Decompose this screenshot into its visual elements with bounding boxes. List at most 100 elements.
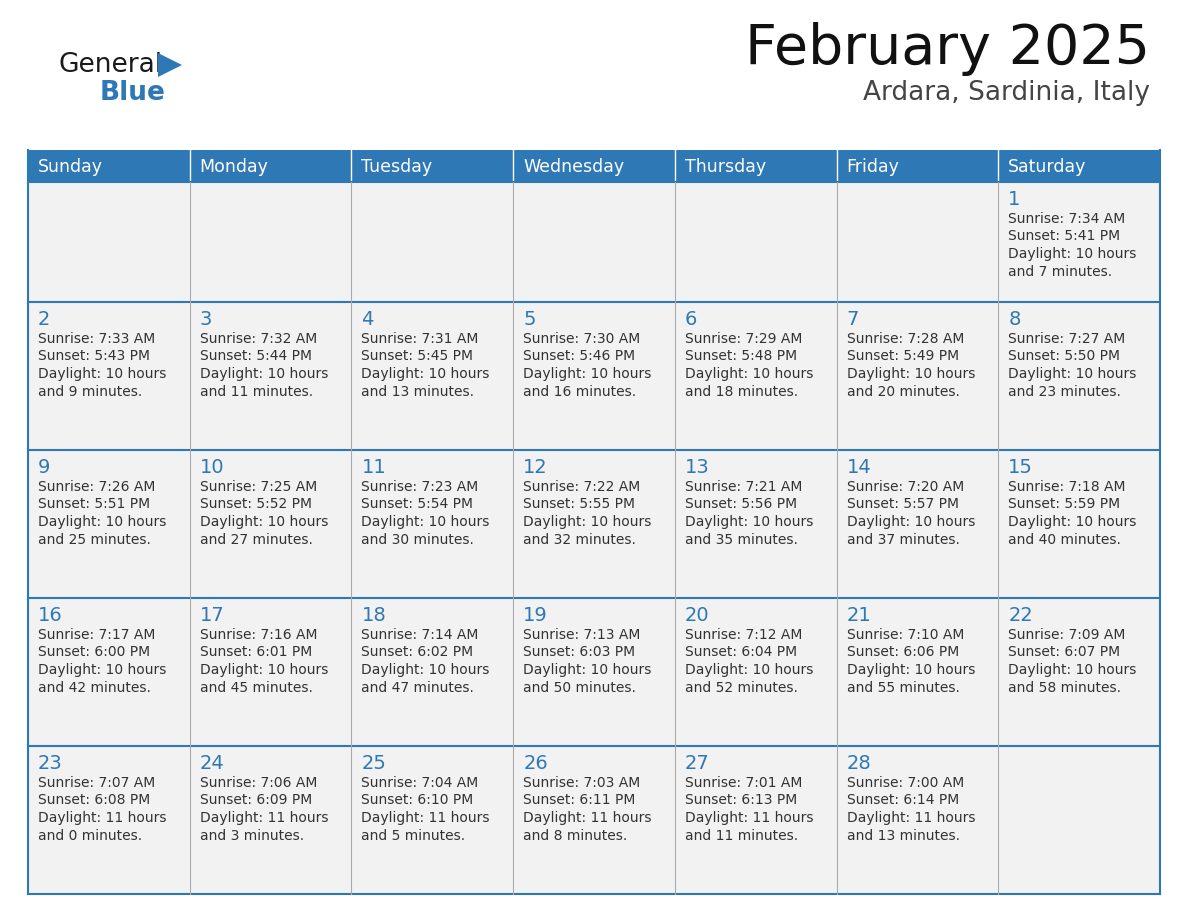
Text: 1: 1	[1009, 190, 1020, 209]
Bar	[29, 450, 1159, 598]
Text: Daylight: 10 hours: Daylight: 10 hours	[38, 367, 166, 381]
Text: Sunset: 5:51 PM: Sunset: 5:51 PM	[38, 498, 150, 511]
Text: Daylight: 11 hours: Daylight: 11 hours	[684, 811, 814, 825]
Text: Thursday: Thursday	[684, 158, 766, 176]
Text: Daylight: 10 hours: Daylight: 10 hours	[847, 367, 975, 381]
Bar	[352, 598, 513, 746]
Text: Daylight: 10 hours: Daylight: 10 hours	[38, 663, 166, 677]
Text: and 23 minutes.: and 23 minutes.	[1009, 385, 1121, 398]
Text: and 27 minutes.: and 27 minutes.	[200, 532, 312, 546]
Text: Daylight: 10 hours: Daylight: 10 hours	[847, 515, 975, 529]
Text: and 18 minutes.: and 18 minutes.	[684, 385, 798, 398]
Bar	[29, 182, 1159, 302]
Text: Daylight: 10 hours: Daylight: 10 hours	[1009, 367, 1137, 381]
Bar	[352, 150, 513, 182]
Text: and 47 minutes.: and 47 minutes.	[361, 680, 474, 695]
Text: Daylight: 11 hours: Daylight: 11 hours	[38, 811, 166, 825]
Text: 22: 22	[1009, 606, 1034, 625]
Bar	[513, 150, 675, 182]
Text: Sunrise: 7:28 AM: Sunrise: 7:28 AM	[847, 332, 963, 346]
Text: and 3 minutes.: and 3 minutes.	[200, 829, 304, 843]
Text: Sunset: 6:00 PM: Sunset: 6:00 PM	[38, 645, 150, 659]
Text: Sunrise: 7:21 AM: Sunrise: 7:21 AM	[684, 480, 802, 494]
Text: Sunday: Sunday	[38, 158, 103, 176]
Text: and 42 minutes.: and 42 minutes.	[38, 680, 151, 695]
Text: Daylight: 10 hours: Daylight: 10 hours	[38, 515, 166, 529]
Text: Monday: Monday	[200, 158, 268, 176]
Bar	[836, 302, 998, 450]
Text: 18: 18	[361, 606, 386, 625]
Text: 24: 24	[200, 754, 225, 773]
Bar	[675, 450, 836, 598]
Text: Daylight: 10 hours: Daylight: 10 hours	[361, 515, 489, 529]
Bar	[998, 182, 1159, 302]
Text: Saturday: Saturday	[1009, 158, 1087, 176]
Text: 12: 12	[523, 458, 548, 477]
Bar	[352, 302, 513, 450]
Text: Daylight: 10 hours: Daylight: 10 hours	[361, 663, 489, 677]
Text: Sunrise: 7:20 AM: Sunrise: 7:20 AM	[847, 480, 963, 494]
Text: and 40 minutes.: and 40 minutes.	[1009, 532, 1121, 546]
Text: Sunset: 5:57 PM: Sunset: 5:57 PM	[847, 498, 959, 511]
Text: Sunset: 6:07 PM: Sunset: 6:07 PM	[1009, 645, 1120, 659]
Bar	[190, 302, 352, 450]
Text: Daylight: 11 hours: Daylight: 11 hours	[200, 811, 328, 825]
Text: Tuesday: Tuesday	[361, 158, 432, 176]
Text: Sunrise: 7:22 AM: Sunrise: 7:22 AM	[523, 480, 640, 494]
Bar	[190, 182, 352, 302]
Text: February 2025: February 2025	[745, 22, 1150, 76]
Bar	[675, 182, 836, 302]
Text: Daylight: 10 hours: Daylight: 10 hours	[200, 515, 328, 529]
Text: and 8 minutes.: and 8 minutes.	[523, 829, 627, 843]
Bar	[29, 150, 190, 182]
Text: Sunrise: 7:23 AM: Sunrise: 7:23 AM	[361, 480, 479, 494]
Bar	[29, 450, 190, 598]
Text: 17: 17	[200, 606, 225, 625]
Bar	[29, 746, 190, 894]
Text: Daylight: 10 hours: Daylight: 10 hours	[523, 367, 651, 381]
Text: and 5 minutes.: and 5 minutes.	[361, 829, 466, 843]
Text: Sunset: 6:14 PM: Sunset: 6:14 PM	[847, 793, 959, 808]
Bar	[513, 598, 675, 746]
Text: Daylight: 10 hours: Daylight: 10 hours	[200, 367, 328, 381]
Text: Sunrise: 7:32 AM: Sunrise: 7:32 AM	[200, 332, 317, 346]
Bar	[998, 450, 1159, 598]
Text: Sunrise: 7:14 AM: Sunrise: 7:14 AM	[361, 628, 479, 642]
Text: 5: 5	[523, 310, 536, 329]
Text: Daylight: 10 hours: Daylight: 10 hours	[200, 663, 328, 677]
Text: 26: 26	[523, 754, 548, 773]
Text: Sunrise: 7:01 AM: Sunrise: 7:01 AM	[684, 776, 802, 790]
Text: Sunset: 6:03 PM: Sunset: 6:03 PM	[523, 645, 636, 659]
Text: Sunrise: 7:29 AM: Sunrise: 7:29 AM	[684, 332, 802, 346]
Text: Daylight: 10 hours: Daylight: 10 hours	[361, 367, 489, 381]
Text: General: General	[58, 52, 162, 78]
Text: 19: 19	[523, 606, 548, 625]
Text: and 32 minutes.: and 32 minutes.	[523, 532, 636, 546]
Text: Sunset: 5:44 PM: Sunset: 5:44 PM	[200, 350, 311, 364]
Bar	[29, 598, 1159, 746]
Text: Sunset: 6:11 PM: Sunset: 6:11 PM	[523, 793, 636, 808]
Text: Daylight: 10 hours: Daylight: 10 hours	[847, 663, 975, 677]
Text: Ardara, Sardinia, Italy: Ardara, Sardinia, Italy	[862, 80, 1150, 106]
Text: Sunset: 5:56 PM: Sunset: 5:56 PM	[684, 498, 797, 511]
Text: Daylight: 10 hours: Daylight: 10 hours	[1009, 247, 1137, 261]
Text: Sunset: 5:55 PM: Sunset: 5:55 PM	[523, 498, 636, 511]
Text: 9: 9	[38, 458, 50, 477]
Text: Sunrise: 7:33 AM: Sunrise: 7:33 AM	[38, 332, 156, 346]
Text: and 58 minutes.: and 58 minutes.	[1009, 680, 1121, 695]
Text: Daylight: 10 hours: Daylight: 10 hours	[1009, 663, 1137, 677]
Text: Daylight: 10 hours: Daylight: 10 hours	[684, 367, 814, 381]
Text: and 11 minutes.: and 11 minutes.	[684, 829, 798, 843]
Bar	[29, 302, 1159, 450]
Bar	[675, 150, 836, 182]
Text: and 30 minutes.: and 30 minutes.	[361, 532, 474, 546]
Bar	[836, 746, 998, 894]
Text: 7: 7	[847, 310, 859, 329]
Text: and 9 minutes.: and 9 minutes.	[38, 385, 143, 398]
Text: and 35 minutes.: and 35 minutes.	[684, 532, 797, 546]
Text: and 55 minutes.: and 55 minutes.	[847, 680, 960, 695]
Text: 14: 14	[847, 458, 871, 477]
Text: and 25 minutes.: and 25 minutes.	[38, 532, 151, 546]
Text: Blue: Blue	[100, 80, 166, 106]
Text: and 11 minutes.: and 11 minutes.	[200, 385, 312, 398]
